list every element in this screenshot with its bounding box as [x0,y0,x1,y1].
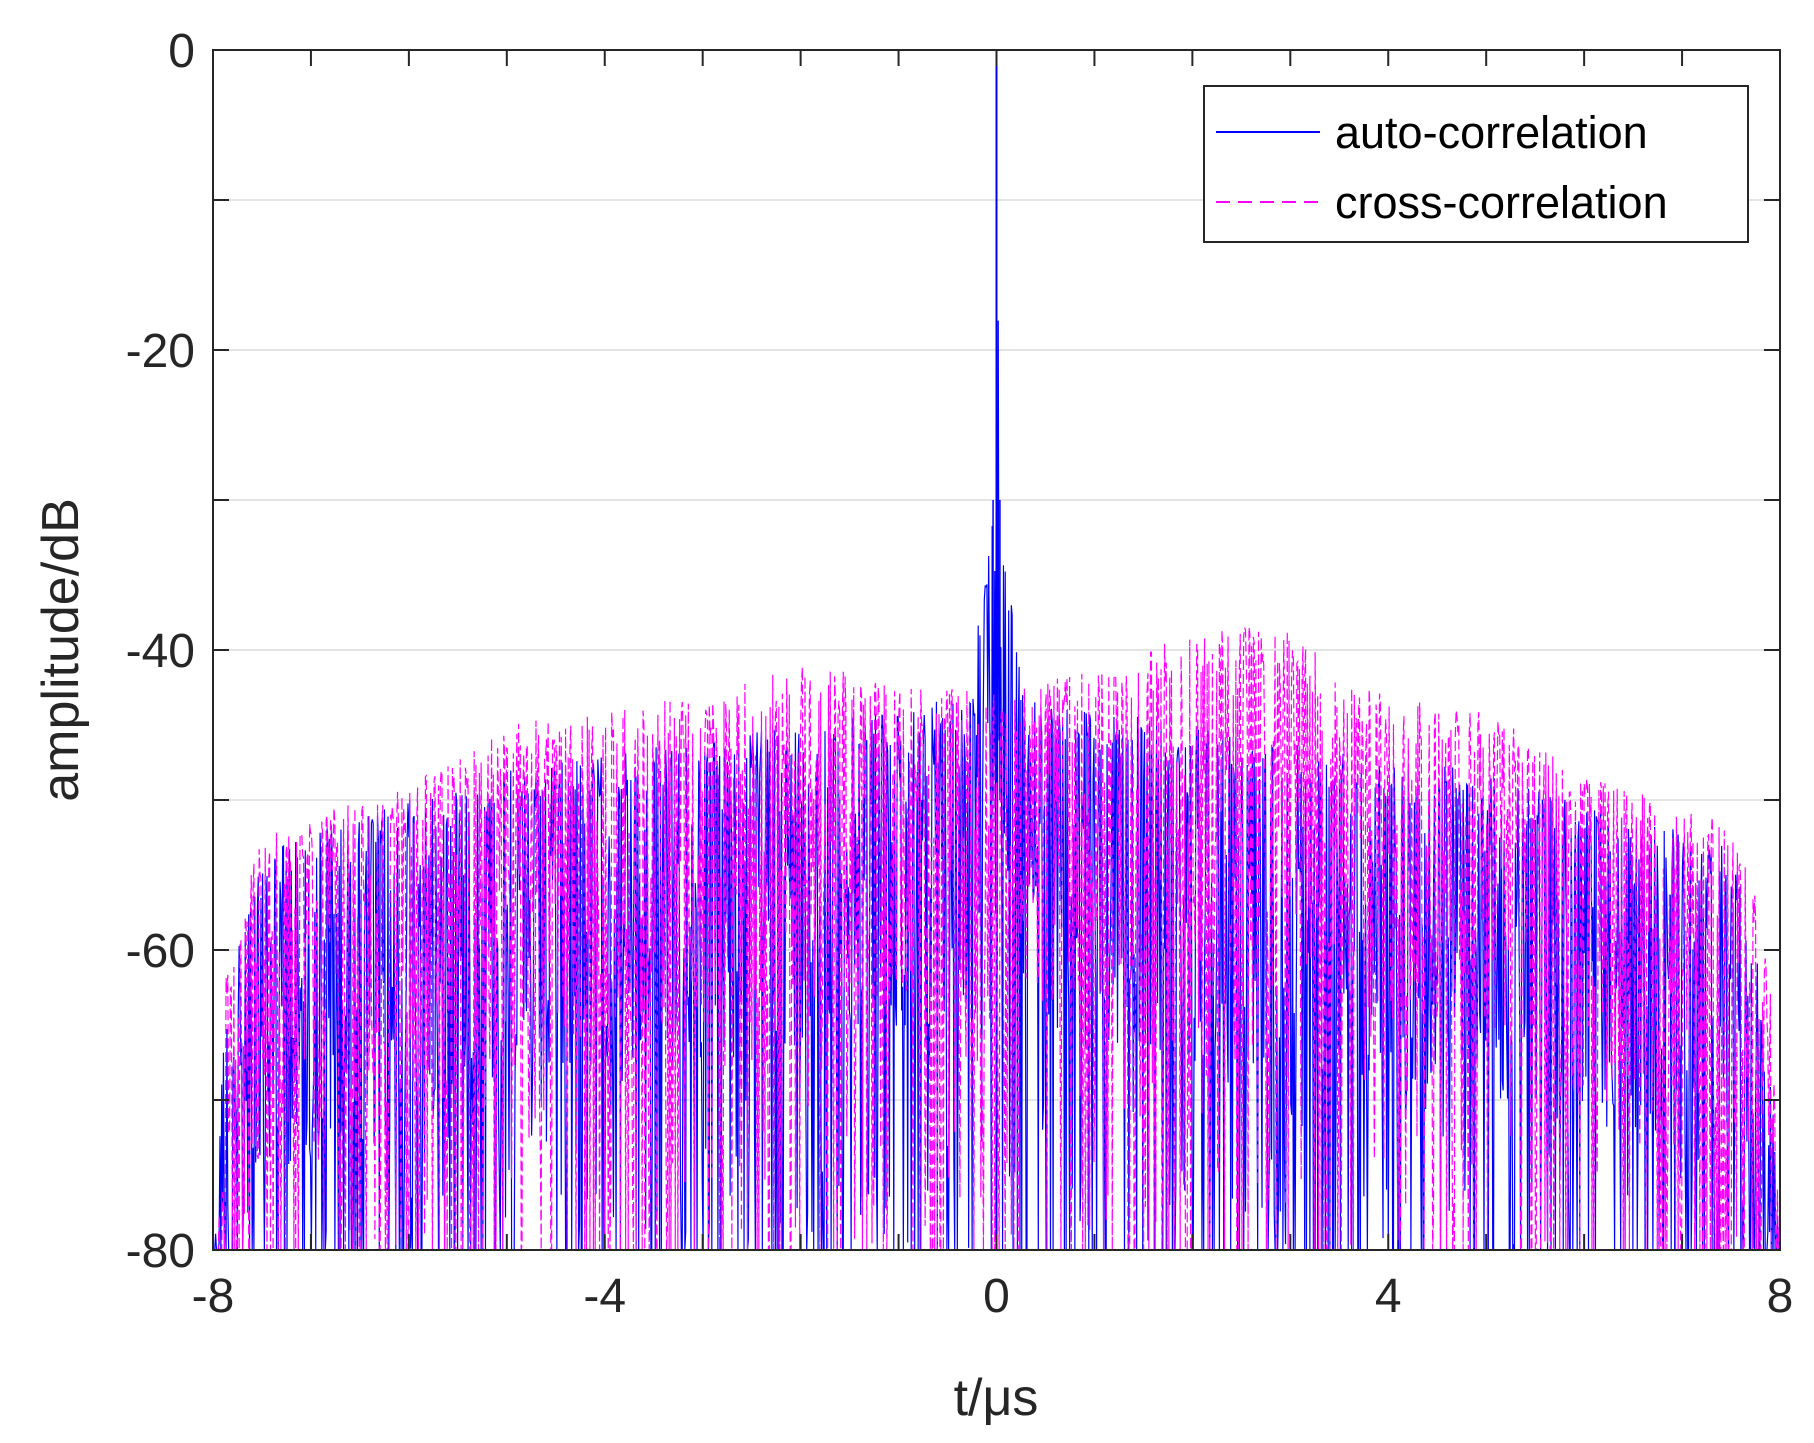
series-trace-cross-correlation [213,627,1781,1251]
tick-labels: 0-20-40-60-80-8 -4 0 4 8 [126,25,1794,1323]
y-tick-label: -80 [126,1225,195,1278]
x-tick-label: 8 [1767,1270,1794,1323]
y-tick-label: -60 [126,925,195,978]
series-cross-correlation [213,627,1781,1251]
y-tick-label: -20 [126,325,195,378]
legend-label-cross-correlation: cross-correlation [1335,177,1668,228]
x-tick-label: 4 [1375,1270,1402,1323]
legend-box [1203,85,1749,243]
y-tick-label: 0 [168,25,195,78]
y-axis-title: amplitude/dB [32,498,90,802]
x-tick-label: 0 [983,1270,1010,1323]
x-axis-title: t/μs [954,1369,1039,1427]
legend: auto-correlation cross-correlation [1203,85,1749,243]
x-tick-label: -8 [192,1270,235,1323]
y-tick-label: -40 [126,625,195,678]
legend-label-auto-correlation: auto-correlation [1335,107,1648,158]
x-tick-label: -4 [583,1270,626,1323]
ticks [212,49,1781,1251]
